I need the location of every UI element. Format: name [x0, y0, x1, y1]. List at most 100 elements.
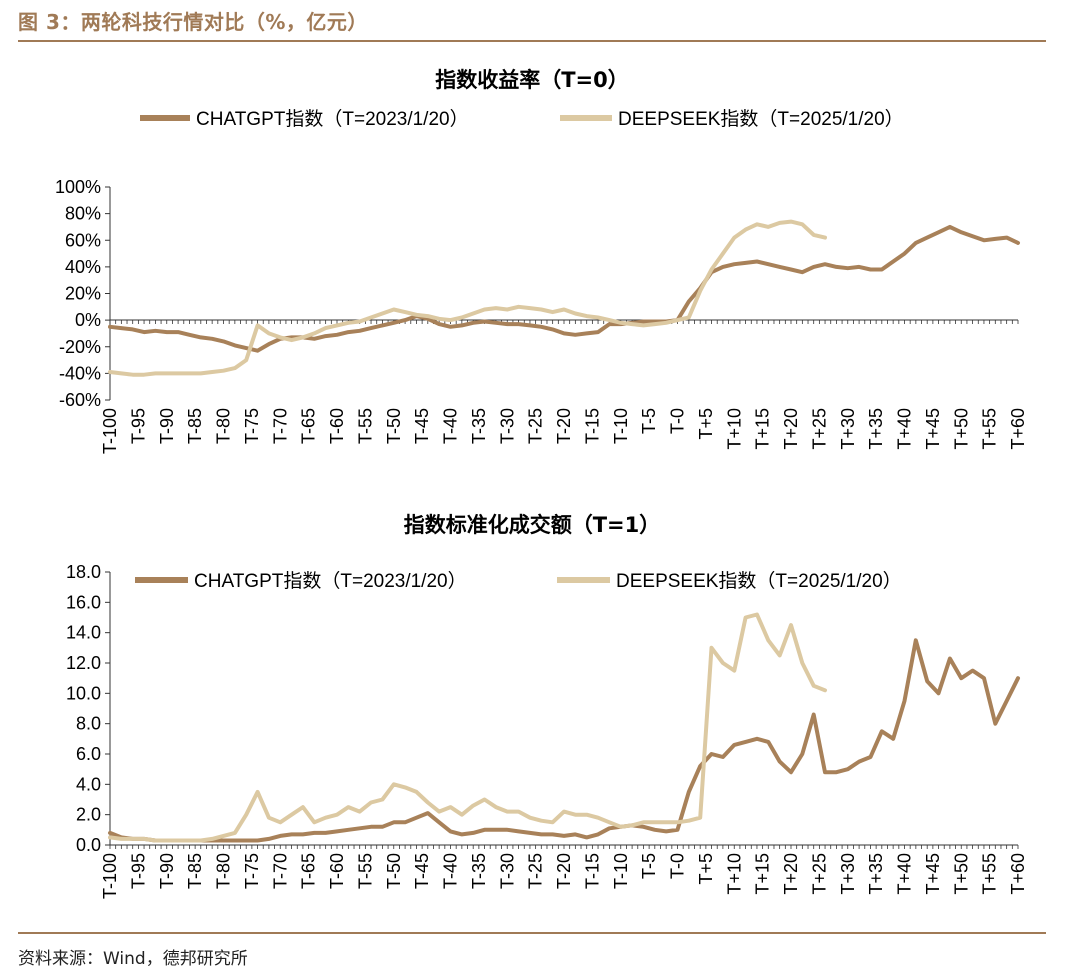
- x-tick-label: T+35: [866, 853, 886, 895]
- turnover-chart-legend: CHATGPT指数（T=2023/1/20） DEEPSEEK指数（T=2025…: [135, 570, 902, 592]
- x-tick-label: T-75: [242, 853, 262, 889]
- x-tick-label: T+20: [781, 408, 801, 450]
- return-chart: 指数收益率（T=0） CHATGPT指数（T=2023/1/20） DEEPSE…: [55, 68, 1028, 454]
- x-tick-label: T+10: [724, 853, 744, 895]
- charts-canvas: 指数收益率（T=0） CHATGPT指数（T=2023/1/20） DEEPSE…: [55, 68, 1028, 899]
- x-tick-label: T-65: [299, 408, 319, 444]
- x-tick-label: T-45: [412, 853, 432, 889]
- x-tick-label: T-80: [214, 408, 234, 444]
- x-tick-label: T-30: [497, 408, 517, 444]
- turnover-chart-title: 指数标准化成交额（T=1）: [404, 513, 661, 537]
- x-tick-label: T+60: [1008, 853, 1028, 895]
- y-tick-label: 4.0: [76, 774, 101, 794]
- x-tick-label: T-100: [100, 853, 120, 899]
- figure-title: 图 3：两轮科技行情对比（%，亿元）: [18, 10, 368, 34]
- y-tick-label: 80%: [65, 204, 101, 224]
- source-note: 资料来源：Wind，德邦研究所: [18, 949, 248, 969]
- x-tick-label: T-95: [128, 853, 148, 889]
- x-tick-label: T-35: [469, 853, 489, 889]
- x-tick-label: T-65: [299, 853, 319, 889]
- x-tick-label: T+25: [809, 408, 829, 450]
- x-tick-label: T-60: [327, 853, 347, 889]
- x-tick-label: T+55: [980, 408, 1000, 450]
- x-tick-label: T-25: [526, 853, 546, 889]
- x-tick-label: T+30: [838, 408, 858, 450]
- x-tick-label: T-90: [157, 853, 177, 889]
- x-tick-label: T-0: [668, 853, 688, 879]
- y-tick-label: 18.0: [66, 562, 101, 582]
- y-tick-label: -20%: [59, 337, 101, 357]
- x-tick-label: T-80: [214, 853, 234, 889]
- y-tick-label: 60%: [65, 230, 101, 250]
- x-tick-label: T+40: [895, 853, 915, 895]
- y-tick-label: 14.0: [66, 623, 101, 643]
- x-tick-label: T+5: [696, 853, 716, 885]
- x-tick-label: T-60: [327, 408, 347, 444]
- x-tick-label: T+15: [753, 408, 773, 450]
- x-tick-label: T+30: [838, 853, 858, 895]
- x-tick-label: T-5: [639, 853, 659, 879]
- x-tick-label: T-50: [384, 853, 404, 889]
- x-tick-label: T-10: [611, 853, 631, 889]
- x-tick-label: T+35: [866, 408, 886, 450]
- x-tick-label: T-15: [582, 408, 602, 444]
- y-tick-label: 6.0: [76, 744, 101, 764]
- x-tick-label: T-30: [497, 853, 517, 889]
- return-chart-legend: CHATGPT指数（T=2023/1/20） DEEPSEEK指数（T=2025…: [140, 108, 904, 130]
- x-tick-label: T-70: [270, 408, 290, 444]
- x-tick-label: T+45: [923, 408, 943, 450]
- x-tick-label: T+15: [753, 853, 773, 895]
- series-line-deepseek: [108, 219, 827, 377]
- x-tick-label: T+5: [696, 408, 716, 440]
- x-tick-label: T-45: [412, 408, 432, 444]
- series-line-chatgpt: [108, 224, 1020, 353]
- bottom-rule: [18, 932, 1046, 934]
- series-line-deepseek: [108, 612, 827, 843]
- x-tick-label: T-70: [270, 853, 290, 889]
- return-chart-series: [108, 219, 1020, 377]
- x-tick-label: T-50: [384, 408, 404, 444]
- x-tick-label: T-85: [185, 408, 205, 444]
- x-tick-label: T+25: [809, 853, 829, 895]
- x-tick-label: T-55: [355, 853, 375, 889]
- x-tick-label: T+55: [980, 853, 1000, 895]
- top-rule: [18, 40, 1046, 42]
- x-tick-label: T+20: [781, 853, 801, 895]
- x-tick-label: T+40: [895, 408, 915, 450]
- return-chart-title: 指数收益率（T=0）: [435, 68, 629, 92]
- turnover-chart-axes: 0.0 2.0 4.0 6.0 8.0 10.0 12.0 14.0 16.0 18.0 T-100…: [66, 562, 1028, 899]
- x-tick-label: T+50: [951, 853, 971, 895]
- x-tick-label: T+10: [724, 408, 744, 450]
- y-tick-label: 16.0: [66, 592, 101, 612]
- x-tick-label: T+45: [923, 853, 943, 895]
- y-tick-label: 8.0: [76, 714, 101, 734]
- y-tick-label: 10.0: [66, 683, 101, 703]
- legend-label-deepseek: DEEPSEEK指数（T=2025/1/20）: [616, 570, 902, 592]
- y-tick-label: 12.0: [66, 653, 101, 673]
- x-tick-label: T-15: [582, 853, 602, 889]
- series-line-chatgpt: [108, 638, 1020, 843]
- x-tick-label: T-40: [441, 408, 461, 444]
- y-tick-label: -40%: [59, 363, 101, 383]
- x-tick-label: T-35: [469, 408, 489, 444]
- turnover-chart-series: [108, 612, 1020, 843]
- y-tick-label: 20%: [65, 284, 101, 304]
- x-tick-label: T-55: [355, 408, 375, 444]
- y-tick-label: 0.0: [76, 835, 101, 855]
- x-tick-label: T-0: [668, 408, 688, 434]
- y-tick-label: 0%: [75, 310, 101, 330]
- y-tick-label: 2.0: [76, 805, 101, 825]
- x-tick-label: T-25: [526, 408, 546, 444]
- x-tick-label: T-20: [554, 408, 574, 444]
- return-chart-axes: -60% -40% -20% 0% 20% 40% 60% 80% 100% T-100 T-95 T…: [55, 177, 1028, 454]
- turnover-chart: 指数标准化成交额（T=1） CHATGPT指数（T=2023/1/20） DEE…: [66, 513, 1028, 899]
- x-tick-label: T-85: [185, 853, 205, 889]
- y-tick-label: -60%: [59, 390, 101, 410]
- x-tick-label: T-10: [611, 408, 631, 444]
- legend-label-chatgpt: CHATGPT指数（T=2023/1/20）: [194, 570, 467, 592]
- x-tick-label: T-40: [441, 853, 461, 889]
- x-tick-label: T-20: [554, 853, 574, 889]
- x-tick-label: T-5: [639, 408, 659, 434]
- x-tick-label: T-100: [100, 408, 120, 454]
